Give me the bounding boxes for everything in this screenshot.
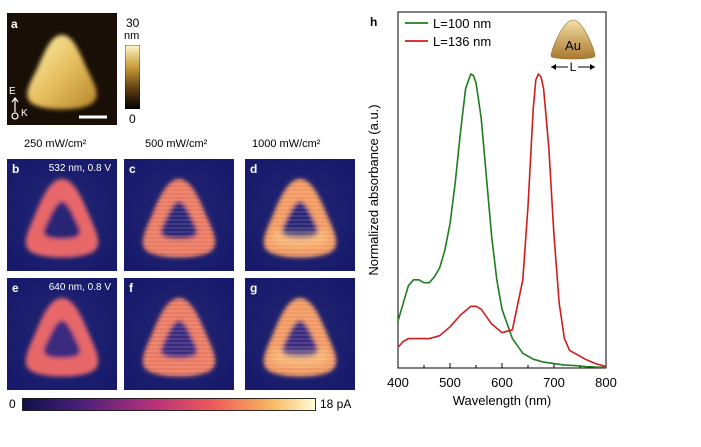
inset-arrowhead-left bbox=[551, 64, 556, 70]
panel-label-a: a bbox=[11, 17, 18, 31]
topography-colorbar-unit: nm bbox=[124, 30, 140, 42]
inset-label-bg bbox=[568, 60, 578, 73]
x-tick-label: 700 bbox=[543, 375, 565, 390]
current-map-f: f bbox=[124, 278, 234, 390]
x-axis-label: Wavelength (nm) bbox=[453, 393, 552, 408]
axis-label-e: E bbox=[9, 86, 16, 97]
x-tick-label: 800 bbox=[595, 375, 617, 390]
series-line-2 bbox=[397, 73, 607, 368]
absorbance-chart: 400 500 600 700 800 Wavelength (nm) Normalized… bbox=[366, 11, 617, 408]
topography-colorbar bbox=[125, 45, 140, 109]
x-tick-label: 500 bbox=[439, 375, 461, 390]
current-map-d: d bbox=[245, 159, 355, 271]
topography-colorbar-min: 0 bbox=[129, 112, 136, 126]
panel-label-f: f bbox=[129, 281, 133, 295]
legend-label-1: L=100 nm bbox=[433, 16, 491, 31]
topography-image-svg bbox=[7, 13, 117, 125]
topography-colorbar-max: 30 bbox=[126, 16, 140, 30]
topography-image bbox=[7, 13, 117, 125]
axis-label-k: K bbox=[21, 108, 28, 119]
series-line-1 bbox=[397, 73, 607, 369]
x-tick-label: 600 bbox=[491, 375, 513, 390]
panel-label-e: e bbox=[12, 281, 19, 295]
current-colorbar-min: 0 bbox=[9, 397, 16, 411]
inset-label-au: Au bbox=[565, 38, 581, 53]
current-map-b: b 532 nm, 0.8 V bbox=[7, 159, 117, 271]
panel-label-h: h bbox=[370, 15, 377, 29]
current-colorbar-max: 18 pA bbox=[320, 397, 352, 411]
panel-label-c: c bbox=[129, 162, 136, 176]
power-label-250: 250 mW/cm² bbox=[24, 138, 87, 150]
current-colorbar bbox=[22, 398, 316, 411]
x-tick-label: 400 bbox=[387, 375, 409, 390]
panel-label-b: b bbox=[12, 162, 20, 176]
inset-dimension-label: L bbox=[570, 60, 577, 74]
legend-label-2: L=136 nm bbox=[433, 34, 491, 49]
map-condition-b: 532 nm, 0.8 V bbox=[48, 163, 111, 174]
current-map-g: g bbox=[245, 278, 355, 390]
inset-arrowhead-right bbox=[590, 64, 595, 70]
panel-label-g: g bbox=[250, 281, 258, 295]
power-label-500: 500 mW/cm² bbox=[145, 138, 208, 150]
map-condition-e: 640 nm, 0.8 V bbox=[48, 282, 111, 293]
current-map-e: e 640 nm, 0.8 V bbox=[7, 278, 117, 390]
gold-nanotriangle-icon bbox=[550, 19, 596, 60]
panel-label-d: d bbox=[250, 162, 258, 176]
power-label-1000: 1000 mW/cm² bbox=[252, 138, 321, 150]
y-axis-label: Normalized absorbance (a.u.) bbox=[366, 104, 381, 275]
current-map-c: c bbox=[124, 159, 234, 271]
